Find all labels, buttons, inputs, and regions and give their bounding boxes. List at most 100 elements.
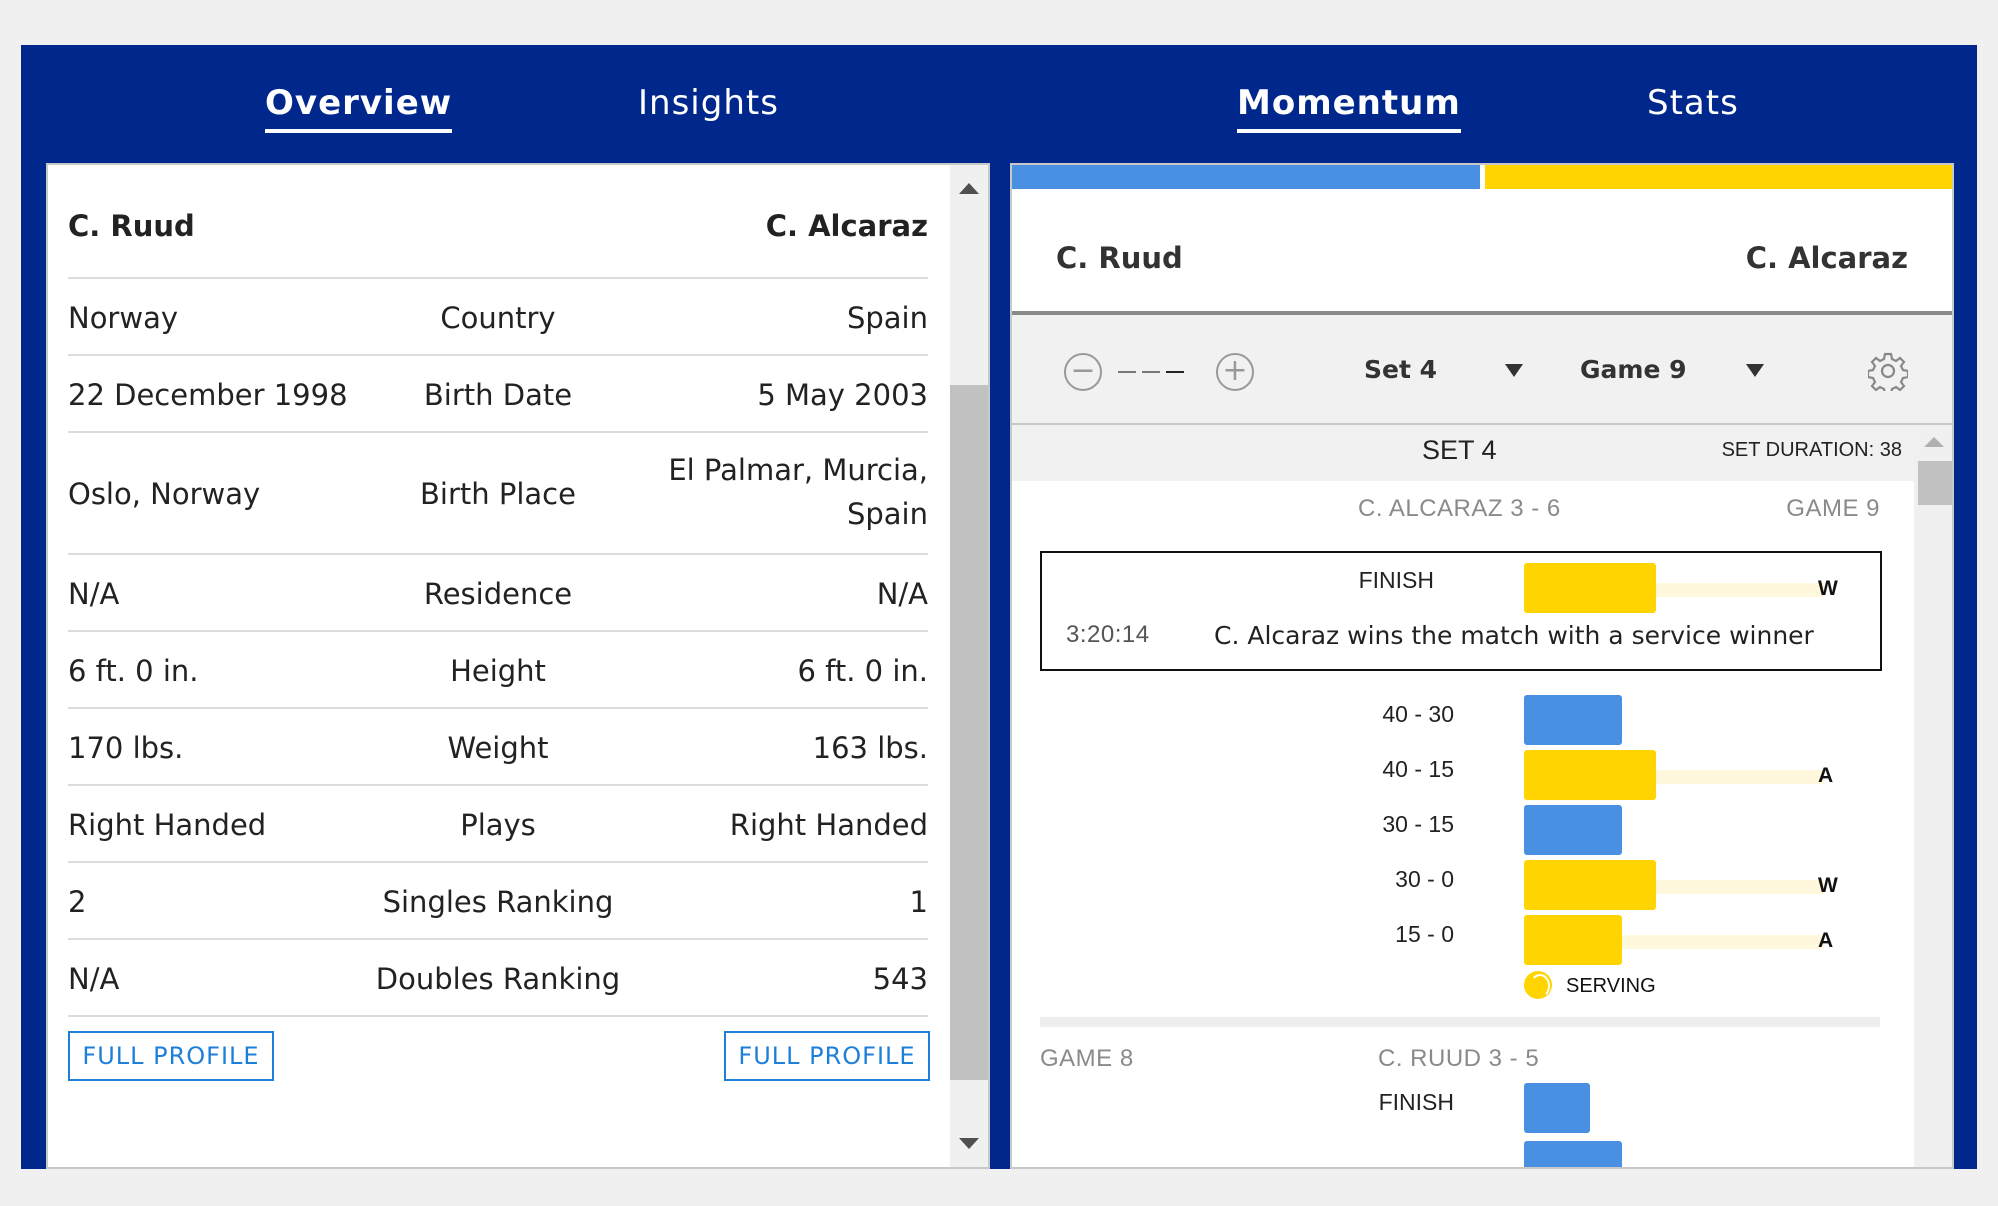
player2-value: N/A	[876, 577, 928, 611]
tab-momentum[interactable]: Momentum	[1237, 83, 1461, 133]
tab-insights[interactable]: Insights	[638, 83, 779, 123]
player1-value: N/A	[68, 962, 120, 996]
game9-label: GAME 9	[1786, 495, 1880, 522]
player2-value: 5 May 2003	[757, 378, 928, 412]
row-label: Birth Date	[423, 378, 573, 412]
player2-value: El Palmar, Murcia,	[668, 453, 928, 487]
momentum-panel: C. Ruud C. Alcaraz − + Set 4 Game 9 SET …	[1010, 163, 1954, 1169]
player2-value: 6 ft. 0 in.	[797, 654, 929, 688]
serving-label: SERVING	[1566, 975, 1656, 997]
point-result: A	[1818, 764, 1834, 787]
row-label: Birth Place	[420, 477, 576, 511]
zoom-level-segment	[1118, 371, 1136, 373]
player2-value: Right Handed	[729, 808, 928, 842]
row-label: Doubles Ranking	[375, 962, 621, 996]
point-score: 40 - 30	[1382, 701, 1454, 727]
table-row: Right Handed Plays Right Handed	[68, 786, 928, 863]
profile-scrollbar[interactable]	[950, 165, 988, 1167]
momentum-player2-name: C. Alcaraz	[1745, 241, 1908, 275]
momentum-feed: SET 4 SET DURATION: 38 C. ALCARAZ 3 - 6 …	[1012, 425, 1914, 1167]
zoom-out-icon[interactable]: −	[1064, 353, 1102, 391]
row-label: Height	[450, 654, 546, 688]
player1-full-profile-button[interactable]: FULL PROFILE	[68, 1031, 274, 1081]
row-label: Residence	[423, 577, 573, 611]
player2-value: 1	[909, 885, 928, 919]
table-row: Oslo, Norway Birth Place El Palmar, Murc…	[68, 433, 928, 555]
player2-full-profile-button[interactable]: FULL PROFILE	[724, 1031, 930, 1081]
player2-value: 163 lbs.	[812, 731, 928, 765]
feed-scrollbar[interactable]	[1914, 425, 1952, 1167]
table-row: Norway Country Spain	[68, 279, 928, 356]
game9-score: C. ALCARAZ 3 - 6	[1358, 495, 1561, 522]
table-row: 2 Singles Ranking 1	[68, 863, 928, 940]
app-frame: Overview Insights Momentum Stats C. Ruud…	[21, 45, 1977, 1169]
player1-value: 2	[68, 885, 87, 919]
point-score: 15 - 0	[1395, 921, 1454, 947]
player2-value: 543	[872, 962, 928, 996]
table-row: 22 December 1998 Birth Date 5 May 2003	[68, 356, 928, 433]
set-dropdown-chevron-icon[interactable]	[1505, 364, 1523, 377]
point-bar[interactable]	[1524, 1141, 1622, 1167]
point-result: W	[1818, 874, 1838, 897]
table-row: N/A Doubles Ranking 543	[68, 940, 928, 1017]
player2-value: Spain	[846, 301, 928, 335]
finish-description: C. Alcaraz wins the match with a service…	[1214, 621, 1814, 650]
point-bar[interactable]	[1524, 915, 1622, 965]
tab-stats[interactable]: Stats	[1647, 83, 1739, 123]
finish-label: FINISH	[1358, 567, 1434, 593]
scroll-up-arrow-icon[interactable]	[959, 183, 979, 194]
point-bar	[1524, 563, 1656, 613]
player2-color-bar	[1485, 165, 1952, 189]
point-score: 40 - 15	[1382, 756, 1454, 782]
player1-value: 22 December 1998	[68, 378, 348, 412]
point-bar[interactable]	[1524, 1083, 1590, 1133]
momentum-controls: − + Set 4 Game 9	[1012, 315, 1952, 425]
player2-name: C. Alcaraz	[765, 209, 928, 243]
point-bar[interactable]	[1524, 860, 1656, 910]
row-label: Weight	[447, 731, 549, 765]
game8-score: C. RUUD 3 - 5	[1378, 1045, 1540, 1072]
profile-table: C. Ruud C. Alcaraz Norway Country Spain …	[68, 165, 928, 1017]
player1-value: 6 ft. 0 in.	[68, 654, 199, 688]
point-bar[interactable]	[1524, 805, 1622, 855]
game8-label: GAME 8	[1040, 1045, 1134, 1072]
point-bar[interactable]	[1524, 695, 1622, 745]
table-row: N/A Residence N/A	[68, 555, 928, 632]
tennis-ball-icon	[1524, 971, 1552, 999]
point-score: 30 - 15	[1382, 811, 1454, 837]
scroll-thumb[interactable]	[950, 385, 988, 1080]
table-row: 170 lbs. Weight 163 lbs.	[68, 709, 928, 786]
player2-value-line2: Spain	[846, 497, 928, 531]
scroll-up-arrow-icon[interactable]	[1924, 437, 1944, 447]
player1-value: Right Handed	[68, 808, 267, 842]
game-dropdown-chevron-icon[interactable]	[1746, 364, 1764, 377]
player1-value: Norway	[68, 301, 179, 335]
row-label: Singles Ranking	[382, 885, 614, 919]
player1-value: N/A	[68, 577, 120, 611]
point-bar[interactable]	[1524, 750, 1656, 800]
momentum-player1-name: C. Ruud	[1056, 241, 1183, 275]
game-separator	[1040, 1017, 1880, 1027]
set-select[interactable]: Set 4	[1364, 355, 1438, 384]
momentum-player-names: C. Ruud C. Alcaraz	[1012, 189, 1952, 315]
table-row: 6 ft. 0 in. Height 6 ft. 0 in.	[68, 632, 928, 709]
point-result: W	[1818, 577, 1838, 600]
scroll-thumb[interactable]	[1918, 461, 1952, 505]
zoom-in-icon[interactable]: +	[1216, 353, 1254, 391]
zoom-level-segment-active	[1166, 371, 1184, 373]
tab-overview[interactable]: Overview	[265, 83, 453, 133]
profile-header-row: C. Ruud C. Alcaraz	[68, 165, 928, 279]
profile-panel: C. Ruud C. Alcaraz Norway Country Spain …	[46, 163, 990, 1169]
row-label: Plays	[460, 808, 536, 842]
player1-color-bar	[1012, 165, 1480, 189]
player1-value: Oslo, Norway	[68, 477, 261, 511]
finish-time: 3:20:14	[1066, 621, 1150, 648]
scroll-down-arrow-icon[interactable]	[959, 1138, 979, 1149]
gear-icon[interactable]	[1868, 351, 1908, 391]
match-finish-card[interactable]: FINISH W 3:20:14 C. Alcaraz wins the mat…	[1040, 551, 1882, 671]
game-select[interactable]: Game 9	[1580, 355, 1687, 384]
player1-value: 170 lbs.	[68, 731, 184, 765]
set-header: SET 4 SET DURATION: 38	[1012, 425, 1914, 481]
player1-name: C. Ruud	[68, 209, 195, 243]
set-title: SET 4	[1422, 435, 1497, 465]
